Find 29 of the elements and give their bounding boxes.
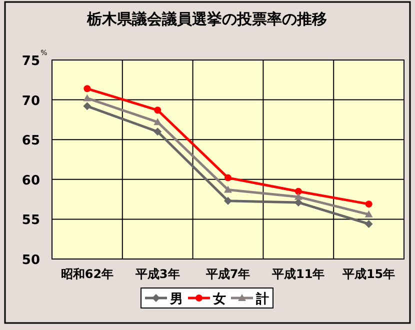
legend-label: 計 [255,291,269,307]
point [294,188,302,195]
x-tick-label: 平成7年 [204,267,250,281]
point [294,192,302,200]
point [365,200,372,208]
point [154,118,162,126]
point [224,186,232,193]
legend-label: 男 [169,292,183,307]
x-tick-label: 平成11年 [271,267,325,281]
y-tick-label: 65 [22,134,40,149]
y-tick-label: 60 [22,173,40,188]
y-tick-label: 75 [22,54,40,69]
x-tick-label: 平成3年 [134,267,180,281]
legend-label: 女 [212,292,226,307]
point [364,210,373,218]
y-tick-label: 55 [22,213,40,228]
point [83,102,92,110]
point [83,94,92,102]
point [224,174,232,182]
point [154,106,162,114]
y-tick-label: 50 [22,253,40,268]
point [224,196,232,205]
point [154,128,162,136]
point [364,220,373,228]
y-tick-label: 70 [22,94,40,109]
chart-title: 栃木県議会議員選挙の投票率の推移 [86,10,327,28]
x-tick-label: 平成15年 [341,267,396,281]
point [84,85,91,92]
x-tick-label: 昭和62年 [60,267,114,281]
